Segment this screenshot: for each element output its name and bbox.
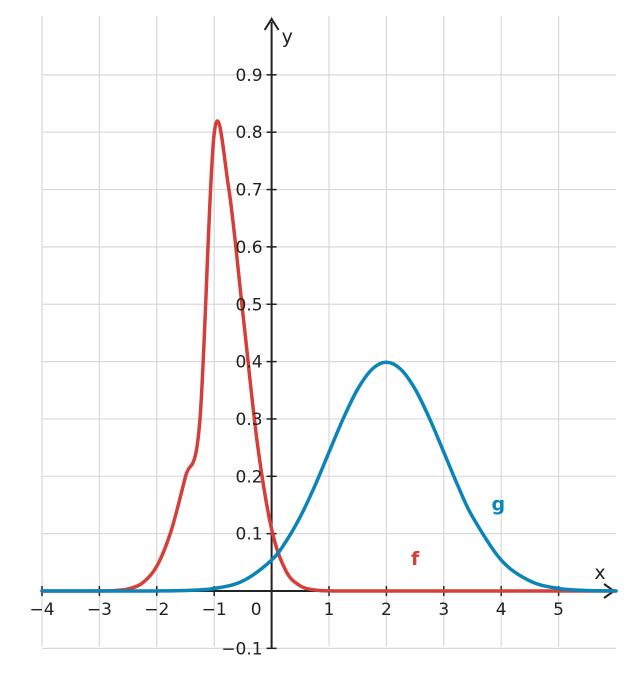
y-tick-label: 0.3 xyxy=(236,410,263,430)
y-tick-label: 0.2 xyxy=(236,467,263,487)
x-tick-label: 1 xyxy=(324,600,335,620)
series-label-f: f xyxy=(411,548,420,570)
x-tick-label: 2 xyxy=(381,600,392,620)
axes xyxy=(41,17,616,650)
x-tick-label: −2 xyxy=(144,600,169,620)
y-tick-label: 0.9 xyxy=(236,66,263,86)
x-tick-label: −1 xyxy=(202,600,227,620)
origin-label: 0 xyxy=(251,600,262,620)
y-tick-label: −0.1 xyxy=(221,639,262,659)
x-tick-label: −3 xyxy=(87,600,112,620)
y-tick-label: 0.4 xyxy=(236,353,263,373)
y-tick-label: 0.8 xyxy=(236,123,263,143)
y-tick-label: 0.7 xyxy=(236,181,263,201)
series-line-g xyxy=(40,360,618,593)
x-tick-label: 3 xyxy=(438,600,449,620)
grid xyxy=(41,16,616,649)
x-tick-label: 4 xyxy=(496,600,507,620)
y-tick-label: 0.6 xyxy=(236,238,263,258)
series-line-f xyxy=(40,119,618,593)
y-tick-label: 0.5 xyxy=(236,295,263,315)
series-group xyxy=(40,119,618,593)
x-tick-label: −4 xyxy=(29,600,54,620)
x-axis-title: x xyxy=(594,562,605,584)
x-tick-label: 5 xyxy=(553,600,564,620)
y-axis-arrow-icon xyxy=(263,17,280,31)
y-axis-title: y xyxy=(282,26,293,48)
y-tick-label: 0.1 xyxy=(236,525,263,545)
series-label-g: g xyxy=(492,494,506,516)
labels: −4 −3 −2 −1 1 2 3 4 5 −0.1 0.1 0.2 0.3 0.4 0.5 0.6 0.7 0.… xyxy=(29,26,605,659)
